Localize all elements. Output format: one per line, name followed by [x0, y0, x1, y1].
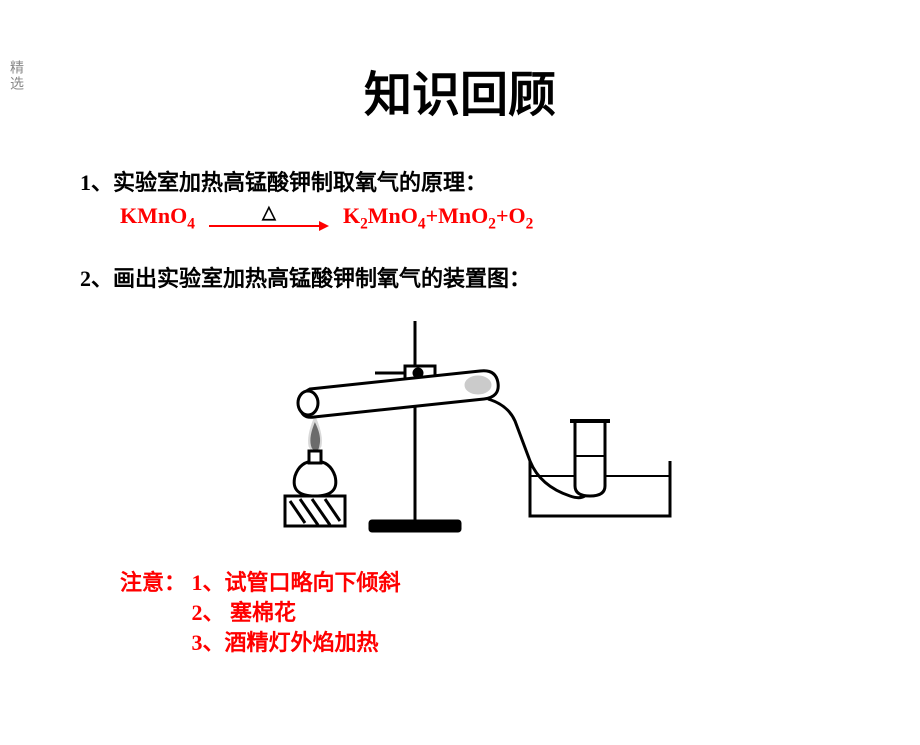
page-title: 知识回顾: [0, 55, 920, 125]
notes-label: 注意：: [120, 568, 186, 598]
p0: K: [343, 203, 360, 228]
apparatus-diagram: [80, 311, 840, 546]
slide-page: 精选 知识回顾 1、实验室加热高锰酸钾制取氧气的原理： KMnO4 △ K2Mn…: [0, 55, 920, 745]
p4: +MnO: [426, 203, 489, 228]
sidebar-watermark: 精选: [5, 60, 25, 92]
chemical-equation: KMnO4 △ K2MnO4+MnO2+O2: [120, 203, 840, 233]
p3: 4: [418, 215, 426, 232]
item-2-label: 2、画出实验室加热高锰酸钾制氧气的装置图：: [80, 261, 840, 293]
notes-block: 注意： 1、试管口略向下倾斜 2、 塞棉花 3、酒精灯外焰加热: [120, 568, 840, 657]
notes-list: 1、试管口略向下倾斜 2、 塞棉花 3、酒精灯外焰加热: [192, 568, 401, 657]
note-line-2: 2、 塞棉花: [192, 598, 401, 628]
reaction-arrow: △: [209, 203, 329, 233]
content-area: 1、实验室加热高锰酸钾制取氧气的原理： KMnO4 △ K2MnO4+MnO2+…: [80, 165, 840, 657]
p6: +O: [496, 203, 526, 228]
p5: 2: [488, 215, 496, 232]
p7: 2: [526, 215, 534, 232]
p1: 2: [360, 215, 368, 232]
item-1-label: 1、实验室加热高锰酸钾制取氧气的原理：: [80, 165, 840, 197]
note-line-3: 3、酒精灯外焰加热: [192, 628, 401, 658]
equation-reactant: KMnO4: [120, 203, 195, 233]
equation-products: K2MnO4+MnO2+O2: [343, 203, 533, 233]
reactant-sub: 4: [187, 215, 195, 232]
apparatus-svg: [230, 311, 690, 541]
reactant-text: KMnO: [120, 203, 187, 228]
note-line-1: 1、试管口略向下倾斜: [192, 568, 401, 598]
arrow-icon: [209, 219, 329, 233]
p2: MnO: [368, 203, 418, 228]
